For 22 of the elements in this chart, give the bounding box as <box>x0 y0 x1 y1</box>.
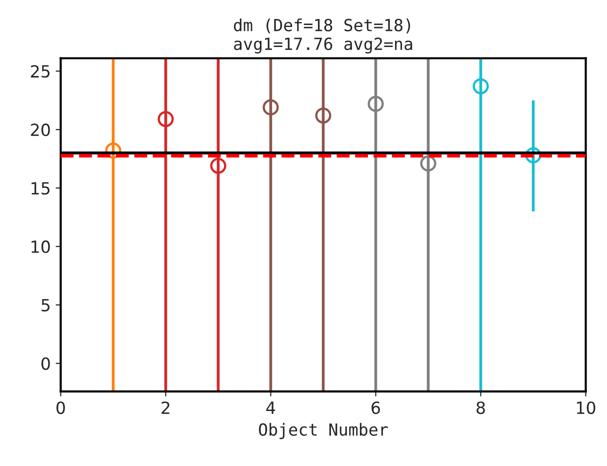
point <box>420 155 436 172</box>
point <box>368 96 384 112</box>
point <box>472 78 489 94</box>
point <box>210 158 226 174</box>
x-tick-label: 6 <box>372 401 380 414</box>
point <box>262 99 279 116</box>
y-tick-label: 10 <box>32 240 50 254</box>
x-tick-label: 10 <box>576 401 596 414</box>
y-tick-label: 15 <box>32 182 50 195</box>
x-axis-title: Object Number <box>258 422 388 440</box>
point <box>525 147 542 164</box>
y-tick-label: 0 <box>41 357 50 370</box>
point <box>315 107 332 124</box>
x-tick-label: 0 <box>56 401 65 414</box>
y-tick-label: 5 <box>42 299 50 312</box>
chart-title: dm (Def=18 Set=18) avg1=17.76 avg2=na <box>234 18 412 54</box>
x-tick-label: 4 <box>266 402 276 414</box>
y-tick-label: 25 <box>30 65 50 78</box>
x-tick-label: 2 <box>162 401 170 414</box>
x-tick-label: 8 <box>476 401 485 414</box>
y-tick-label: 20 <box>30 124 50 136</box>
point <box>158 110 174 128</box>
